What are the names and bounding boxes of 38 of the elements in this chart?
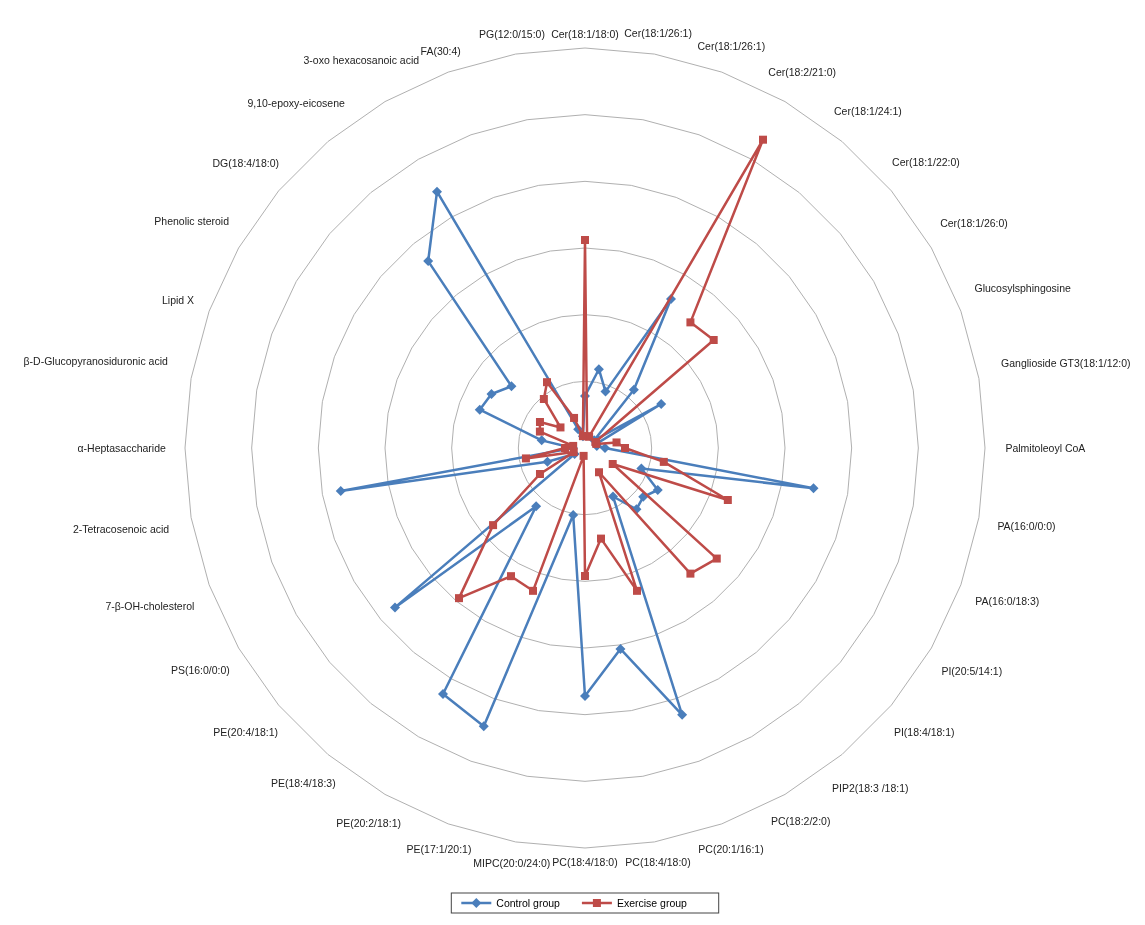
spoke-label: Cer(18:1/24:1) (834, 104, 902, 117)
legend-label: Control group (496, 896, 561, 909)
spoke-label: 3-oxo hexacosanoic acid (303, 54, 420, 67)
legend-label: Exercise group (616, 896, 688, 909)
spoke-label: Cer(18:1/26:0) (940, 217, 1008, 230)
spoke-label: Cer(18:1/22:0) (892, 155, 960, 168)
spoke-label: PC(18:4/18:0) (552, 855, 618, 868)
spoke-label: DG(18:4/18:0) (212, 157, 280, 169)
spoke-label: PIP2(18:3 /18:1) (832, 781, 909, 794)
spoke-label: Cer(18:1/18:0) (551, 27, 619, 40)
spoke-label: Cer(18:1/26:1) (697, 39, 766, 52)
spoke-label: PI(20:5/14:1) (941, 665, 1003, 677)
spoke-label: PA(16:0/0:0) (997, 519, 1056, 532)
spoke-label: PC(20:1/16:1) (698, 842, 764, 855)
spoke-label: PC(18:4/18:0) (625, 855, 691, 868)
spoke-label: Palmitoleoyl CoA (1005, 441, 1086, 454)
spoke-label: PG(12:0/15:0) (479, 27, 545, 40)
spoke-label: β-D-Glucopyranosiduronic acid (23, 355, 169, 368)
spoke-label: 7-β-OH-cholesterol (105, 600, 195, 613)
spoke-label: FA(30:4) (420, 45, 461, 58)
spoke-label: Phenolic steroid (154, 214, 230, 227)
spoke-label: 9,10-epoxy-eicosene (247, 97, 346, 110)
spoke-label: Lipid X (161, 293, 195, 306)
spoke-label: PA(16:0/18:3) (975, 595, 1040, 608)
spoke-label: PC(18:2/2:0) (770, 815, 831, 828)
spoke-label: PE(17:1/20:1) (406, 842, 472, 855)
spoke-label: α-Heptasaccharide (77, 441, 167, 454)
spoke-label: PI(18:4/18:1) (893, 726, 955, 739)
spoke-label: PS(16:0/0:0) (170, 663, 230, 676)
spoke-label: PE(20:4/18:1) (213, 726, 279, 739)
spoke-label: 2-Tetracosenoic acid (72, 523, 170, 536)
spoke-label: Glucosylsphingosine (974, 282, 1071, 295)
spoke-label: Cer(18:1/26:1) (624, 27, 692, 40)
spoke-label: PE(18:4/18:3) (270, 777, 336, 790)
spoke-label: Ganglioside GT3(18:1/12:0) (1001, 356, 1131, 369)
spoke-label: PE(20:2/18:1) (336, 816, 401, 829)
spoke-label: MIPC(20:0/24:0) (473, 856, 551, 869)
spoke-label: Cer(18:2/21:0) (768, 65, 836, 78)
